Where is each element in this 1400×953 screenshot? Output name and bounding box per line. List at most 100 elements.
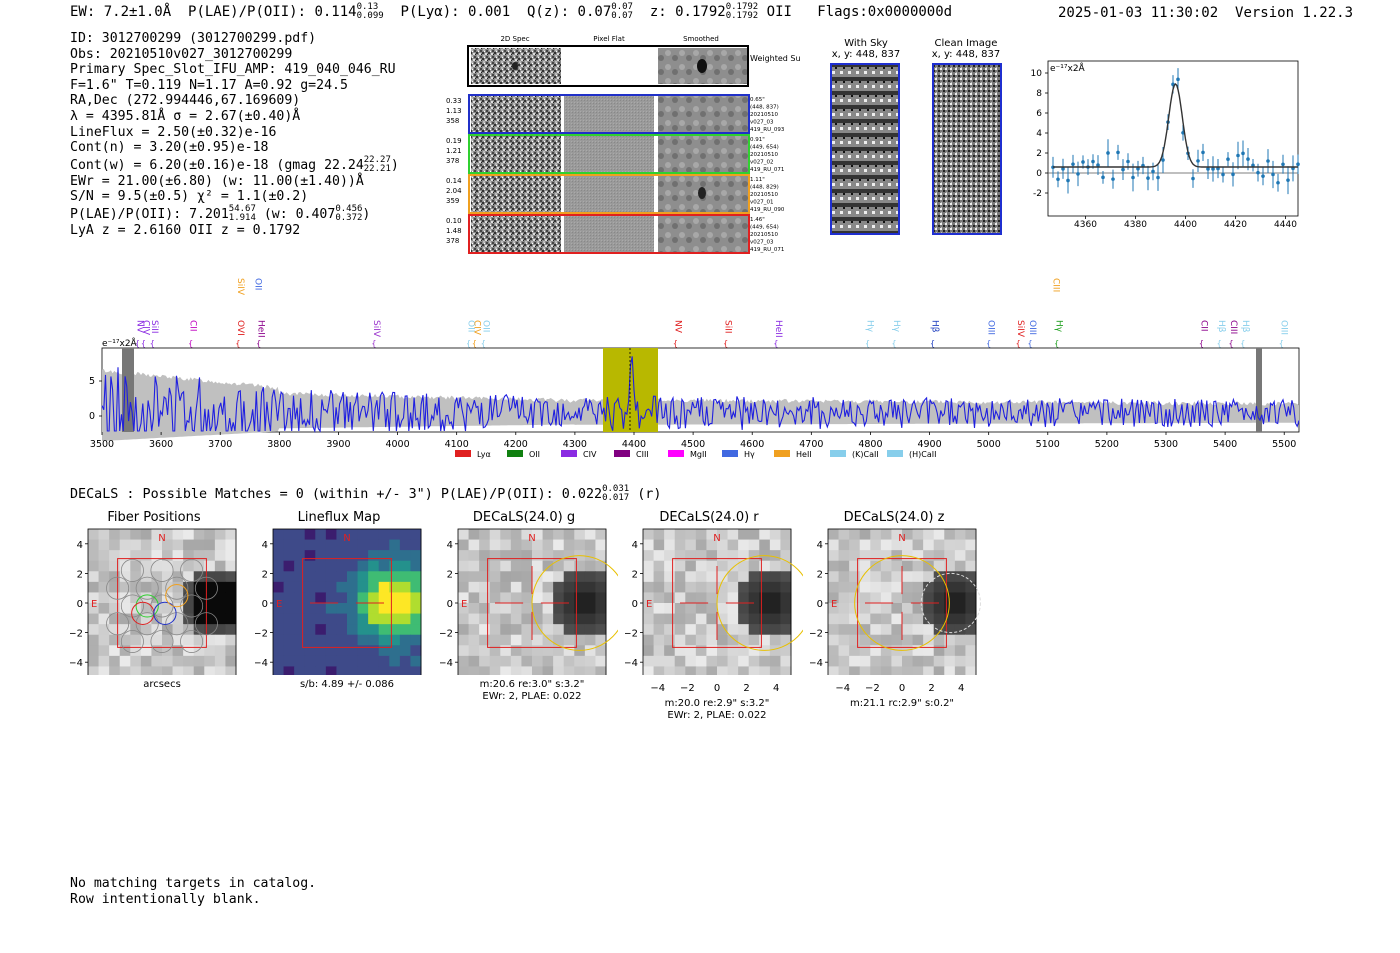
pixel xyxy=(738,634,750,646)
pixel xyxy=(923,581,935,593)
spec-xtick-label: 5000 xyxy=(977,439,1001,450)
pixel xyxy=(838,571,850,583)
pixel xyxy=(759,560,771,572)
legend-label: Hγ xyxy=(744,450,755,459)
pixel xyxy=(532,655,544,667)
ytick-label: 0 xyxy=(817,599,823,610)
pixel xyxy=(664,645,676,657)
pixel xyxy=(870,613,882,625)
pixel xyxy=(717,603,729,615)
masked-right xyxy=(1256,348,1262,432)
pixel xyxy=(204,571,216,583)
pixel xyxy=(954,560,966,572)
pixel xyxy=(336,634,348,646)
line-label: SiII xyxy=(723,320,733,334)
pixel xyxy=(563,624,575,636)
info-lambda: λ = 4395.81Å σ = 2.67(±0.40)Å xyxy=(70,108,301,124)
pixel xyxy=(119,571,131,583)
pixel xyxy=(595,539,607,551)
pixel xyxy=(468,550,480,562)
pixel xyxy=(717,571,729,583)
pixel xyxy=(685,634,697,646)
zoom-point xyxy=(1161,158,1165,162)
pixel xyxy=(183,560,195,572)
pixel xyxy=(769,603,781,615)
pixel xyxy=(162,592,174,604)
pixel xyxy=(944,624,956,636)
pixel xyxy=(954,539,966,551)
zoom-point xyxy=(1106,151,1110,155)
pixel xyxy=(294,603,306,615)
pixel xyxy=(304,550,316,562)
stamp-left-0-0: 0.33 xyxy=(446,97,462,105)
pixel xyxy=(532,560,544,572)
xtick-label: −2 xyxy=(865,683,880,694)
pixel xyxy=(859,634,871,646)
pixel xyxy=(759,539,771,551)
pixel xyxy=(664,624,676,636)
pixel xyxy=(912,539,924,551)
zoom-point xyxy=(1101,175,1105,180)
pixel xyxy=(204,655,216,667)
pixel xyxy=(706,581,718,593)
pixel xyxy=(574,613,586,625)
stamp-right-2-0: 1.11" xyxy=(750,177,765,183)
qz-value: Q(z): 0.07 xyxy=(526,4,612,20)
pixel xyxy=(563,550,575,562)
pixel xyxy=(521,550,533,562)
pixel xyxy=(695,666,707,678)
pixel xyxy=(378,613,390,625)
line-label: OII xyxy=(480,320,490,332)
stamp-right-1-3: v027_02 xyxy=(750,160,774,166)
ytick-label: 2 xyxy=(77,569,83,580)
pixel xyxy=(965,603,977,615)
pixel xyxy=(521,603,533,615)
pixel xyxy=(119,645,131,657)
pixel xyxy=(273,613,285,625)
legend-label: MgII xyxy=(690,450,707,459)
spec-xtick-label: 5200 xyxy=(1095,439,1119,450)
pixel xyxy=(193,571,205,583)
ytick-label: 2 xyxy=(262,569,268,580)
pixel xyxy=(542,634,554,646)
pixel xyxy=(748,581,760,593)
pixel xyxy=(130,529,142,541)
pixel xyxy=(347,560,359,572)
line-label: OIII xyxy=(1278,320,1288,335)
pixel xyxy=(653,655,665,667)
pixel xyxy=(294,539,306,551)
fiber-circle xyxy=(135,612,159,636)
line-label: SiII xyxy=(149,320,159,334)
weighted-frame xyxy=(467,45,749,87)
fiber-circle xyxy=(180,629,204,653)
pixel xyxy=(204,560,216,572)
pixel xyxy=(780,624,792,636)
pixel xyxy=(859,550,871,562)
pixel xyxy=(727,603,739,615)
pixel xyxy=(944,592,956,604)
pixel xyxy=(838,655,850,667)
pixel xyxy=(315,634,327,646)
pixel xyxy=(653,581,665,593)
zoom-ytick-label: 0 xyxy=(1036,169,1042,179)
pixel xyxy=(838,666,850,678)
stamp-2d-0 xyxy=(471,95,561,133)
pixel xyxy=(500,560,512,572)
zoom-point xyxy=(1226,157,1230,162)
pixel xyxy=(183,603,195,615)
pixel xyxy=(458,529,470,541)
pixel xyxy=(140,613,152,625)
line-label: OIII xyxy=(1027,320,1037,335)
legend-label: HeII xyxy=(796,450,812,459)
ytick-label: −4 xyxy=(440,658,453,669)
fiber-circle xyxy=(150,629,174,653)
pixel xyxy=(283,613,295,625)
pixel xyxy=(294,613,306,625)
pixel xyxy=(838,634,850,646)
pixel xyxy=(759,613,771,625)
pixel xyxy=(336,624,348,636)
pixel xyxy=(769,634,781,646)
pixel xyxy=(172,529,184,541)
pixel xyxy=(849,581,861,593)
pixel xyxy=(98,613,110,625)
